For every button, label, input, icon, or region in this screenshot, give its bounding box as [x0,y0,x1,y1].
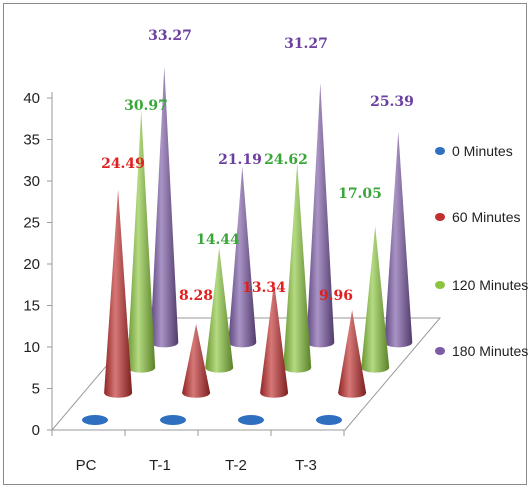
data-label: 33.27 [148,28,192,44]
y-tick-label: 25 [23,215,40,232]
y-tick-label: 35 [23,132,40,149]
cone-base-0-minutes [316,415,342,425]
cone-180-minutes [228,167,256,348]
legend-marker [435,147,445,155]
legend-label: 120 Minutes [452,277,528,293]
data-label: 8.28 [179,288,213,304]
data-label: 21.19 [218,152,262,168]
y-tick-label: 15 [23,298,40,315]
data-label: 31.27 [284,36,328,52]
x-tick-label: T-2 [225,457,247,474]
y-tick-label: 0 [32,422,40,439]
data-label: 24.49 [101,156,145,172]
legend-label: 0 Minutes [452,143,513,159]
cone-120-minutes [361,226,389,373]
x-tick-label: T-1 [149,457,171,474]
cone-base-0-minutes [238,415,264,425]
y-axis: 0 5 10 15 20 25 30 35 40 [23,90,52,439]
x-axis: PC T-1 T-2 T-3 [76,457,317,474]
y-tick-label: 30 [23,173,40,190]
x-tick-label: PC [76,457,97,474]
y-tick-label: 10 [23,339,40,356]
legend-label: 60 Minutes [452,209,520,225]
legend-marker [435,347,445,355]
cone-base-0-minutes [160,415,186,425]
cone-120-minutes [205,248,233,373]
cone-60-minutes [104,190,132,398]
y-tick-label: 40 [23,90,40,107]
data-label: 17.05 [338,186,382,202]
cone-120-minutes [127,111,155,373]
data-label: 9.96 [319,288,353,304]
data-label: 14.44 [196,232,240,248]
x-tick-label: T-3 [295,457,317,474]
y-tick-label: 5 [32,381,40,398]
legend: 0 Minutes 60 Minutes 120 Minutes 180 Minute… [435,143,528,359]
data-label: 25.39 [370,94,414,110]
y-tick-label: 20 [23,256,40,273]
cone-120-minutes [283,163,311,372]
legend-label: 180 Minutes [452,343,528,359]
data-label: 24.62 [264,152,308,168]
cone-180-minutes [306,83,334,348]
cone-180-minutes [384,132,412,348]
legend-marker [435,281,445,289]
cone-base-0-minutes [82,415,108,425]
data-label: 13.34 [242,280,286,296]
data-label: 30.97 [124,98,168,114]
legend-marker [435,213,445,221]
